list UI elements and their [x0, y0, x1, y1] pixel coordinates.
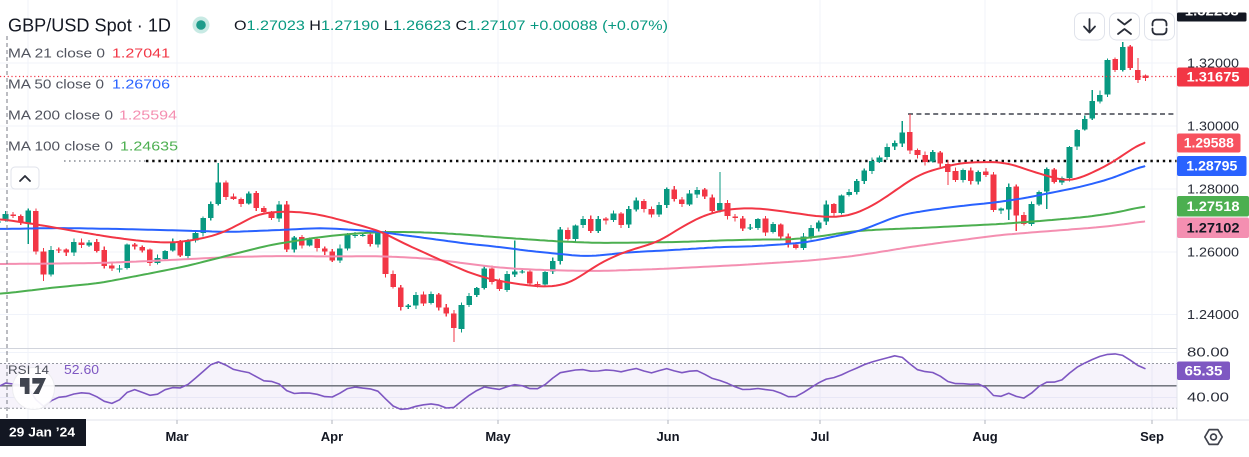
- svg-text:1.30000: 1.30000: [1187, 118, 1239, 133]
- svg-text:40.00: 40.00: [1187, 390, 1229, 405]
- svg-text:1.26706: 1.26706: [112, 77, 170, 92]
- svg-text:1.29588: 1.29588: [1184, 136, 1235, 151]
- svg-text:52.60: 52.60: [64, 363, 99, 377]
- svg-text:1.28795: 1.28795: [1186, 159, 1238, 174]
- svg-text:1.24635: 1.24635: [120, 139, 178, 154]
- svg-text:1.25594: 1.25594: [119, 108, 177, 123]
- svg-text:MA 100 close 0: MA 100 close 0: [8, 139, 113, 154]
- svg-text:1.27518: 1.27518: [1187, 199, 1241, 214]
- svg-text:1.28000: 1.28000: [1187, 181, 1239, 196]
- svg-text:RSI 14: RSI 14: [8, 363, 49, 377]
- svg-text:Jul: Jul: [811, 429, 830, 444]
- svg-text:MA 21 close 0: MA 21 close 0: [8, 46, 105, 61]
- svg-text:Sep: Sep: [1140, 429, 1164, 444]
- svg-text:May: May: [485, 429, 511, 444]
- svg-text:1.31675: 1.31675: [1187, 70, 1241, 85]
- svg-text:MA 50 close 0: MA 50 close 0: [8, 77, 104, 92]
- svg-text:1.27102: 1.27102: [1187, 220, 1240, 235]
- svg-text:MA 200 close 0: MA 200 close 0: [8, 108, 113, 123]
- svg-text:O1.27023 H1.27190 L1.26623 C1.: O 1.27023 H 1.27190 L 1.26623 C 1.27107 +0.0…: [234, 17, 668, 33]
- svg-text:1.24000: 1.24000: [1187, 307, 1239, 322]
- svg-text:Jun: Jun: [656, 429, 679, 444]
- svg-text:Aug: Aug: [972, 429, 997, 444]
- svg-text:Apr: Apr: [321, 429, 343, 444]
- svg-text:80.00: 80.00: [1187, 345, 1229, 360]
- svg-text:29 Jan ’24: 29 Jan ’24: [9, 425, 76, 440]
- svg-text:65.35: 65.35: [1185, 363, 1224, 378]
- svg-text:1.27041: 1.27041: [112, 46, 170, 61]
- svg-text:1.26000: 1.26000: [1187, 244, 1239, 259]
- svg-text:1.32233: 1.32233: [1185, 3, 1239, 18]
- svg-text:1.32000: 1.32000: [1187, 55, 1239, 70]
- svg-text:GBP/USD Spot · 1D: GBP/USD Spot · 1D: [8, 15, 171, 36]
- svg-text:Mar: Mar: [165, 429, 188, 444]
